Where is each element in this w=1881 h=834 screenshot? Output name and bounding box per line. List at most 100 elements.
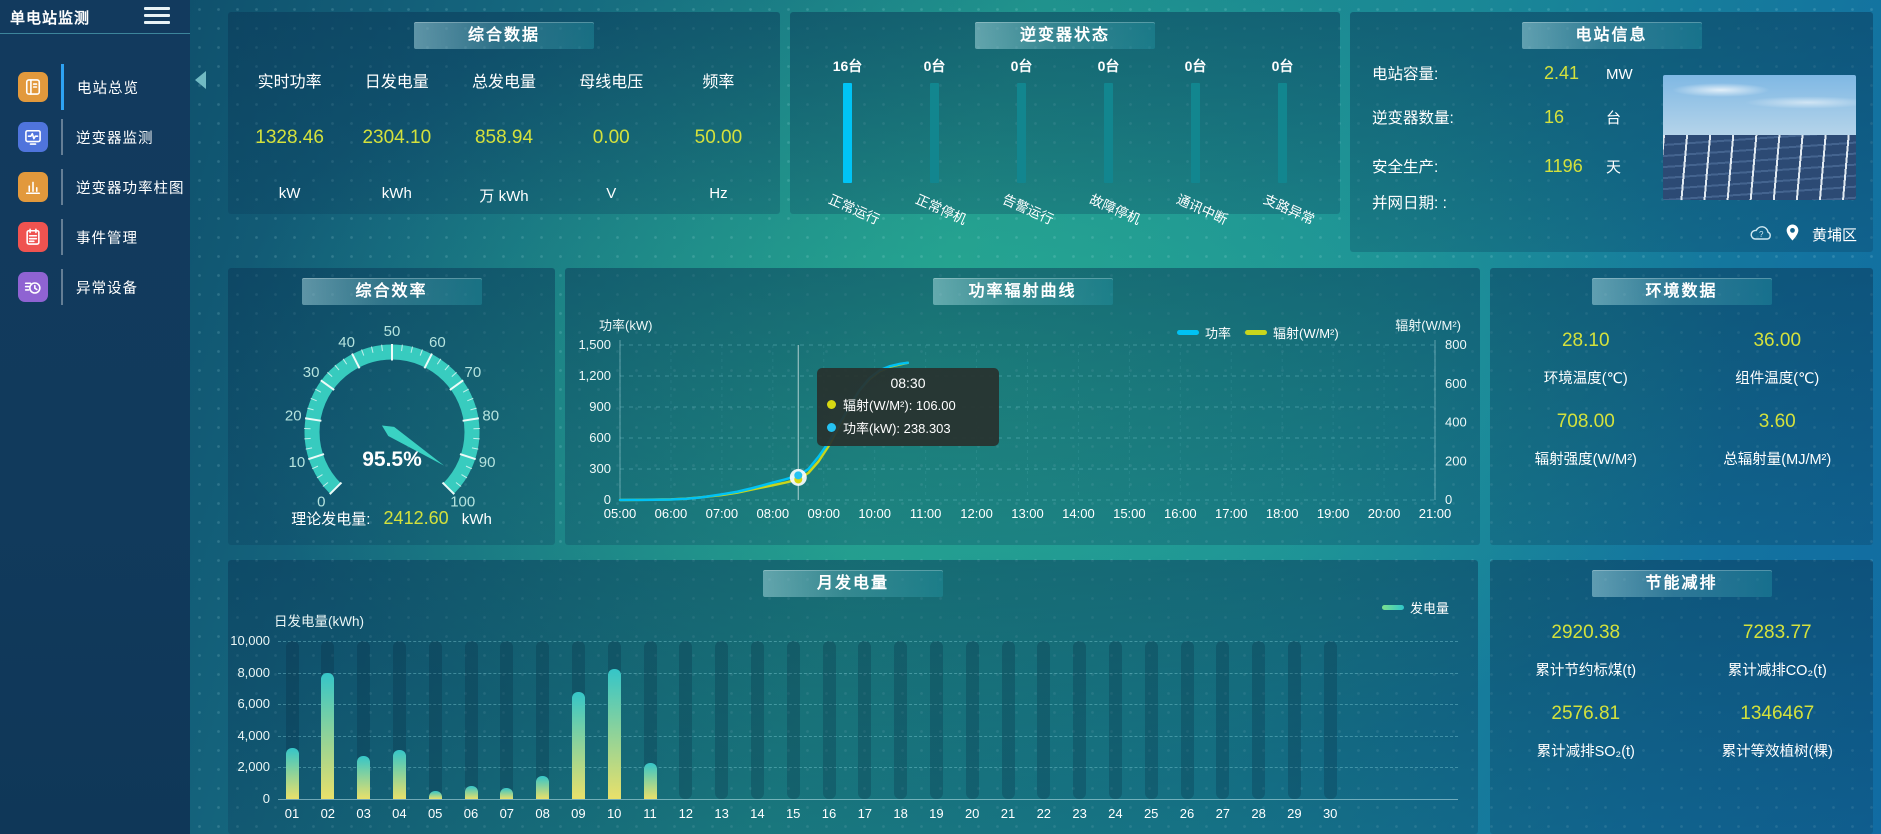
summary-metric: 日发电量 2304.10 kWh xyxy=(343,68,450,206)
sidebar-item-abnormal-device[interactable]: 异常设备 xyxy=(0,262,190,312)
panel-title-inverter-status: 逆变器状态 xyxy=(975,22,1155,49)
inverter-status-label-text: 告警运行 xyxy=(999,191,1056,228)
sidebar-item-inverter-monitor[interactable]: 逆变器监测 xyxy=(0,112,190,162)
menu-item-divider xyxy=(61,169,63,205)
bar-background xyxy=(858,641,872,799)
generation-bar xyxy=(428,791,442,799)
bar-background xyxy=(822,641,836,799)
inverter-status-label-text: 故障停机 xyxy=(1086,191,1143,228)
y-axis-tick-right: 600 xyxy=(1445,376,1467,391)
gauge-tick-label: 50 xyxy=(384,323,401,340)
monthly-x-tick: 05 xyxy=(427,806,443,821)
x-axis-tick: 20:00 xyxy=(1368,506,1401,521)
metric-cell: 7283.77 累计减排CO₂(t) xyxy=(1682,622,1874,680)
metric-cell: 3.60 总辐射量(MJ/M²) xyxy=(1682,411,1874,469)
station-photo xyxy=(1663,75,1856,200)
station-info-label: 电站容量: xyxy=(1372,66,1439,83)
metric-value: 0.00 xyxy=(592,127,630,148)
monthly-x-tick: 03 xyxy=(356,806,371,821)
monthly-x-tick: 07 xyxy=(499,806,515,821)
inverter-status-label-text: 正常停机 xyxy=(912,191,969,228)
sidebar-item-inverter-power-chart[interactable]: 逆变器功率柱图 xyxy=(0,162,190,212)
x-axis-tick: 14:00 xyxy=(1062,506,1095,521)
hamburger-menu-icon[interactable] xyxy=(144,7,170,27)
legend-item[interactable]: 辐射(W/M²) xyxy=(1245,323,1339,342)
metric-value: 708.00 xyxy=(1556,411,1615,432)
bar-background xyxy=(929,641,943,799)
inverter-status-label-text: 正常运行 xyxy=(825,191,882,228)
bar-background xyxy=(1001,641,1015,799)
monthly-x-tick: 14 xyxy=(750,806,765,821)
bar-background xyxy=(1216,641,1230,799)
weather-cloud-icon[interactable]: ? xyxy=(1749,224,1773,245)
legend-marker xyxy=(1245,330,1268,335)
metric-value: 858.94 xyxy=(474,127,534,148)
legend-marker xyxy=(1382,605,1404,610)
station-info-row: 安全生产: 1196 天 xyxy=(1372,155,1621,177)
location-name[interactable]: 黄埔区 xyxy=(1811,227,1857,244)
gauge-tick-label: 70 xyxy=(465,364,482,381)
gridline xyxy=(278,799,1458,800)
gauge-tick-label: 20 xyxy=(285,407,302,424)
station-overview-icon xyxy=(18,72,48,102)
metric-value: 3.60 xyxy=(1758,411,1796,432)
x-axis-tick: 09:00 xyxy=(807,506,840,521)
station-info-row: 并网日期: : xyxy=(1372,191,1606,213)
legend-label: 辐射(W/M²) xyxy=(1273,326,1339,341)
inverter-status-bar xyxy=(930,83,939,183)
gauge-tick-label: 80 xyxy=(482,407,499,424)
station-info-unit: MW xyxy=(1606,66,1633,83)
bar-background xyxy=(786,641,800,799)
station-info-unit: 天 xyxy=(1606,159,1622,176)
gauge-tick-label: 60 xyxy=(429,334,446,351)
theory-generation-value: 2412.60 xyxy=(383,508,449,528)
y-axis-tick-right: 800 xyxy=(1445,337,1467,352)
monthly-x-tick: 19 xyxy=(929,806,944,821)
metric-value: 2920.38 xyxy=(1551,622,1621,643)
monthly-x-tick: 04 xyxy=(392,806,407,821)
gauge-value: 95.5% xyxy=(362,448,422,471)
gauge-tick-label: 30 xyxy=(303,364,320,381)
location-pin-icon[interactable] xyxy=(1786,224,1799,245)
environment-metrics: 28.10 环境温度(℃) 36.00 组件温度(℃) 708.00 辐射强度(W/M²)… xyxy=(1490,330,1873,469)
inverter-status-bar xyxy=(1104,83,1113,183)
monthly-x-tick: 25 xyxy=(1143,806,1159,821)
metric-label: 累计节约标煤(t) xyxy=(1535,663,1637,679)
generation-bar xyxy=(321,672,335,799)
monthly-legend[interactable]: 发电量 xyxy=(1382,598,1449,617)
bar-background xyxy=(715,641,729,799)
panel-monthly-generation: 月发电量 日发电量(kWh) 10,000 8,000 6,000 4,000 2,000… xyxy=(228,560,1478,834)
x-axis-tick: 13:00 xyxy=(1011,506,1044,521)
metric-value: 36.00 xyxy=(1753,330,1802,351)
bar-background xyxy=(1108,641,1122,799)
sidebar-item-overview[interactable]: 电站总览 xyxy=(0,62,190,112)
metric-cell: 36.00 组件温度(℃) xyxy=(1682,330,1874,388)
sidebar-item-label: 电站总览 xyxy=(77,80,139,97)
legend-label: 发电量 xyxy=(1410,601,1450,616)
theory-generation-label: 理论发电量: xyxy=(291,511,371,528)
bar-background xyxy=(894,641,908,799)
sidebar-item-label: 异常设备 xyxy=(76,280,138,297)
inverter-count-label: 0台 xyxy=(1184,58,1207,74)
monthly-x-tick: 06 xyxy=(463,806,479,821)
inverter-status-column: 0台 通讯中断 xyxy=(1152,56,1239,227)
metric-cell: 708.00 辐射强度(W/M²) xyxy=(1490,411,1682,469)
y-axis-tick-left: 600 xyxy=(589,430,611,445)
inverter-status-column: 0台 正常停机 xyxy=(891,56,978,227)
monthly-y-tick: 8,000 xyxy=(237,664,270,680)
legend-item[interactable]: 功率 xyxy=(1177,323,1231,342)
menu-item-divider xyxy=(61,269,63,305)
x-axis-tick: 05:00 xyxy=(604,506,637,521)
y-axis-tick-right: 200 xyxy=(1445,453,1467,468)
sidebar-item-event-management[interactable]: 事件管理 xyxy=(0,212,190,262)
summary-metric: 总发电量 858.94 万 kWh xyxy=(450,68,557,206)
bar-background xyxy=(536,641,550,799)
sidebar-collapse-arrow[interactable] xyxy=(195,71,206,89)
inverter-count-label: 0台 xyxy=(1010,58,1033,74)
monthly-generation-chart: 日发电量(kWh) 10,000 8,000 6,000 4,000 2,000 0 01 02… xyxy=(228,560,1478,834)
panel-power-radiation-curve: 功率辐射曲线 1,500 1,200 900 600 300 0 800 600 400 200 0… xyxy=(565,268,1480,545)
inverter-status-bar xyxy=(1278,83,1287,183)
right-axis-name: 辐射(W/M²) xyxy=(1395,318,1461,333)
monthly-y-tick: 0 xyxy=(262,791,270,806)
panel-title-station-info: 电站信息 xyxy=(1521,22,1702,49)
